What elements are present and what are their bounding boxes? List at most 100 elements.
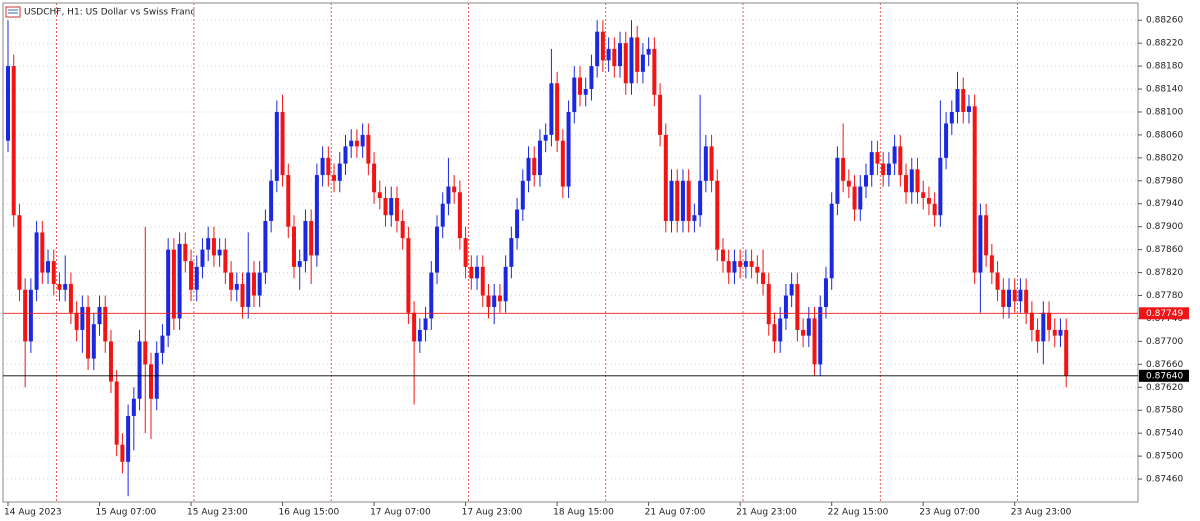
candle-body: [618, 43, 623, 67]
candle-body: [841, 157, 846, 181]
candle-body: [86, 306, 91, 359]
candle-body: [17, 215, 22, 290]
y-tick-label: 0.87820: [1146, 268, 1183, 278]
candle-body: [452, 186, 457, 193]
candle-body: [663, 134, 668, 221]
candle-body: [326, 157, 331, 176]
candle-body: [429, 272, 434, 319]
y-tick-label: 0.87700: [1146, 337, 1183, 347]
candle-body: [738, 261, 743, 267]
candle-body: [560, 140, 565, 187]
y-tick-label: 0.87540: [1146, 429, 1183, 439]
y-tick-label: 0.87500: [1146, 452, 1183, 462]
candle-body: [509, 238, 514, 267]
candle-body: [234, 284, 239, 290]
candle-body: [961, 89, 966, 112]
candle-body: [766, 284, 771, 325]
candle-body: [412, 312, 417, 342]
candle-body: [183, 243, 188, 262]
candle-body: [869, 152, 874, 176]
candle-body: [675, 180, 680, 221]
candle-body: [761, 272, 766, 285]
candle-body: [921, 192, 926, 199]
candle-body: [1035, 329, 1040, 342]
candle-body: [51, 261, 56, 285]
y-tick-label: 0.88100: [1146, 107, 1183, 117]
x-tick-label: 22 Aug 15:00: [828, 508, 889, 518]
candle-body: [949, 111, 954, 124]
candle-body: [915, 169, 920, 193]
candle-body: [778, 318, 783, 342]
candle-body: [629, 37, 634, 84]
candle-body: [400, 220, 405, 239]
candle-body: [63, 284, 68, 290]
candle-body: [515, 209, 520, 239]
candle-body: [715, 180, 720, 250]
candle-body: [383, 198, 388, 216]
candle-body: [223, 249, 228, 273]
y-tick-label: 0.87780: [1146, 291, 1183, 301]
candle-body: [263, 220, 268, 273]
x-tick-label: 17 Aug 07:00: [370, 508, 431, 518]
y-tick-label: 0.87660: [1146, 360, 1183, 370]
candle-body: [6, 66, 10, 141]
candle-body: [349, 140, 354, 147]
y-tick-label: 0.87940: [1146, 199, 1183, 209]
candle-body: [103, 306, 108, 342]
candle-body: [1029, 312, 1034, 330]
candle-body: [818, 306, 823, 365]
x-tick-label: 17 Aug 23:00: [462, 508, 523, 518]
candle-body: [366, 134, 371, 164]
candle-body: [74, 312, 79, 330]
x-tick-label: 15 Aug 23:00: [187, 508, 248, 518]
candle-body: [286, 175, 291, 227]
candle-body: [749, 261, 754, 267]
candle-body: [944, 123, 949, 158]
y-tick-label: 0.87580: [1146, 406, 1183, 416]
y-tick-label: 0.87860: [1146, 245, 1183, 255]
candle-body: [497, 295, 502, 302]
candle-body: [297, 261, 302, 267]
candle-body: [698, 180, 703, 216]
candle-body: [520, 180, 525, 210]
candle-body: [406, 238, 411, 313]
candle-body: [23, 289, 28, 342]
icon-frame: [5, 6, 21, 18]
candle-body: [881, 163, 886, 176]
candle-body: [583, 89, 588, 95]
candle-body: [292, 226, 296, 267]
candle-body: [526, 157, 531, 181]
price-label: 0.87640: [1146, 371, 1183, 381]
candle-body: [955, 89, 960, 112]
candle-body: [703, 146, 708, 181]
candle-body: [126, 415, 131, 462]
candle-body: [394, 198, 399, 221]
candle-body: [732, 261, 737, 273]
candle-body: [669, 180, 674, 221]
candle-body: [114, 381, 119, 445]
candle-body: [440, 203, 445, 227]
candle-body: [463, 238, 468, 267]
candle-body: [189, 261, 194, 290]
candle-body: [206, 238, 211, 250]
candle-body: [314, 175, 319, 256]
y-tick-label: 0.88220: [1146, 39, 1183, 49]
candle-body: [1024, 289, 1029, 313]
candle-body: [686, 180, 691, 221]
price-label: 0.87749: [1146, 309, 1183, 319]
candle-body: [492, 295, 497, 307]
candle-body: [755, 266, 760, 273]
candle-body: [320, 157, 325, 176]
candle-body: [1058, 329, 1063, 336]
y-tick-label: 0.88180: [1146, 62, 1183, 72]
y-tick-label: 0.87620: [1146, 383, 1183, 393]
candle-body: [1064, 329, 1069, 376]
candle-body: [543, 134, 548, 141]
candle-body: [40, 232, 45, 273]
candle-body: [606, 48, 611, 61]
candle-body: [995, 272, 1000, 290]
candle-body: [372, 163, 377, 193]
y-tick-label: 0.87900: [1146, 222, 1183, 232]
